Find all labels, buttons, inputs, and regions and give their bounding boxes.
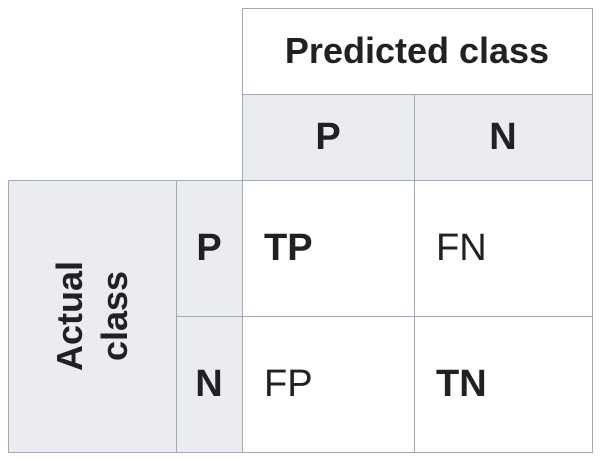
grid-line-h2 bbox=[242, 94, 593, 95]
actual-class-label-line1: Actual bbox=[49, 260, 90, 372]
predicted-class-header: Predicted class bbox=[242, 8, 592, 94]
predicted-class-label: Predicted class bbox=[284, 30, 550, 71]
actual-negative-label: N bbox=[195, 362, 223, 405]
grid-line-h3 bbox=[8, 180, 593, 181]
predicted-positive-header: P bbox=[242, 94, 414, 180]
false-positive-label: FP bbox=[264, 362, 313, 405]
grid-line-h4 bbox=[176, 316, 593, 317]
actual-positive-label: P bbox=[196, 226, 222, 269]
predicted-negative-label: N bbox=[489, 115, 517, 158]
grid-line-h1 bbox=[242, 8, 593, 9]
grid-line-v2 bbox=[176, 180, 177, 453]
true-positive-cell: TP bbox=[242, 180, 414, 316]
grid-line-v5 bbox=[592, 8, 593, 453]
grid-line-h5 bbox=[8, 452, 593, 453]
false-negative-label: FN bbox=[436, 226, 487, 269]
actual-class-label-line2: class bbox=[94, 270, 135, 362]
predicted-negative-header: N bbox=[414, 94, 592, 180]
grid-line-v4 bbox=[414, 94, 415, 453]
false-negative-cell: FN bbox=[414, 180, 592, 316]
actual-class-label: Actual class bbox=[47, 261, 137, 371]
true-negative-cell: TN bbox=[414, 316, 592, 452]
grid-line-v3 bbox=[242, 8, 243, 453]
grid-line-v1 bbox=[8, 180, 9, 453]
true-positive-label: TP bbox=[264, 226, 313, 269]
actual-positive-header: P bbox=[176, 180, 242, 316]
false-positive-cell: FP bbox=[242, 316, 414, 452]
actual-negative-header: N bbox=[176, 316, 242, 452]
predicted-positive-label: P bbox=[315, 115, 341, 158]
true-negative-label: TN bbox=[436, 362, 487, 405]
actual-class-header: Actual class bbox=[8, 180, 176, 452]
